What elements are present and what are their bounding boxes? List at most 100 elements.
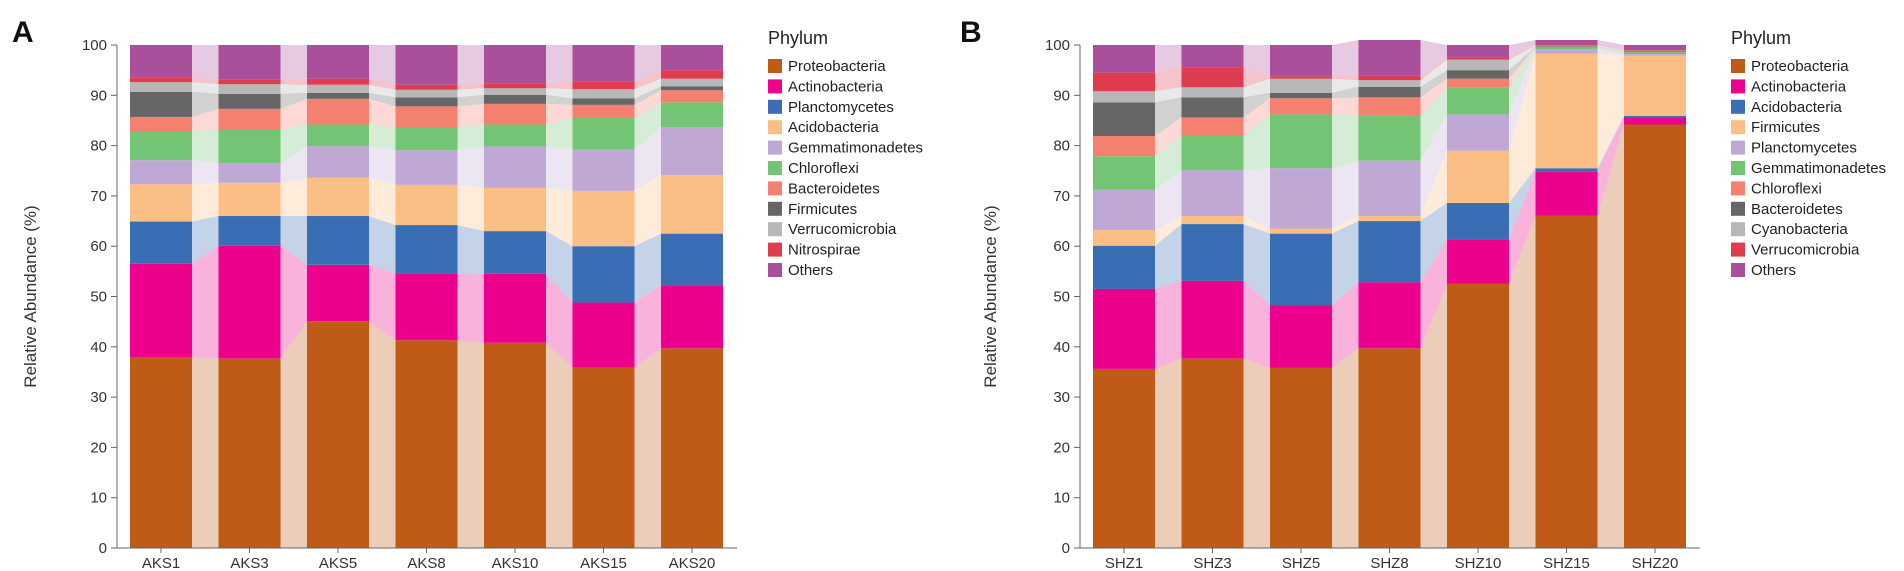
bars (130, 45, 723, 548)
bar-segment (484, 88, 546, 95)
connector-band (634, 45, 661, 82)
connector-band (546, 88, 573, 99)
bar-segment (1270, 45, 1332, 77)
legend-label: Bacteroidetes (788, 180, 880, 197)
connector-band (280, 92, 307, 109)
y-tick-label: 10 (1053, 490, 1070, 507)
legend-swatch (768, 222, 782, 237)
bar-segment (130, 184, 192, 222)
legend-swatch (1731, 181, 1745, 196)
connector-band (280, 98, 307, 131)
bar-segment (395, 184, 458, 226)
connector-band (457, 103, 484, 128)
bar-segment (1270, 78, 1332, 93)
connector-band (1155, 358, 1182, 548)
y-tick-label: 30 (90, 389, 107, 406)
bar-segment (1624, 54, 1686, 56)
connector-band (1597, 117, 1624, 216)
connector-band (369, 124, 396, 151)
bar-segment (395, 273, 458, 341)
bar-segment (307, 78, 369, 85)
bar-segment (307, 124, 369, 147)
legend-swatch (768, 201, 782, 216)
connector-band (457, 88, 484, 98)
bar-segment (307, 216, 369, 265)
bar-segment (1358, 80, 1421, 87)
connector-band (546, 103, 573, 125)
bar-segment (1181, 224, 1244, 281)
bar-segment (1358, 115, 1421, 161)
bar-segment (484, 103, 546, 125)
bar-segment (395, 45, 458, 85)
legend-swatch (1731, 222, 1745, 237)
connector-band (457, 184, 484, 232)
y-tick-label: 20 (1053, 439, 1070, 456)
legend-label: Chloroflexi (788, 160, 859, 177)
y-axis-title: Relative Abundance (%) (21, 205, 40, 387)
bar-segment (395, 225, 458, 274)
bar-segment (572, 246, 635, 303)
bar-segment (1447, 150, 1509, 203)
connector-band (1243, 45, 1270, 77)
connector-band (1155, 97, 1182, 137)
bar-segment (1093, 245, 1155, 289)
x-tick-label: SHZ10 (1455, 555, 1502, 571)
connector-band (1509, 53, 1536, 203)
bar-segment (1093, 156, 1155, 190)
bar-segment (395, 106, 458, 128)
legend-swatch (1731, 242, 1745, 257)
connector-band (1332, 78, 1359, 93)
bar-segment (1624, 50, 1686, 52)
bar-segment (395, 97, 458, 107)
bar-segment (1270, 98, 1332, 115)
bar-segment (1447, 59, 1509, 71)
bar-segment (484, 45, 546, 84)
connector-band (546, 342, 573, 548)
connector-band (369, 84, 396, 98)
bar-segment (1181, 97, 1244, 118)
bar-segment (1358, 348, 1421, 548)
connector-band (280, 321, 307, 548)
bar-segment (1093, 230, 1155, 246)
bar-segment (661, 86, 723, 91)
connector-band (280, 245, 307, 359)
bar-segment (130, 221, 192, 264)
bar-segment (1270, 305, 1332, 368)
connector-band (1420, 202, 1447, 283)
connector-band (1509, 168, 1536, 240)
y-tick-label: 40 (1053, 339, 1070, 356)
bar-segment (130, 82, 192, 92)
bar-segment (218, 182, 281, 217)
bar-segment (1270, 367, 1332, 548)
connector-band (1243, 216, 1270, 234)
bar-segment (661, 102, 723, 127)
legend-swatch (768, 140, 782, 155)
connector-band (369, 92, 396, 107)
legend-swatch (768, 79, 782, 94)
connector-band (1155, 87, 1182, 103)
x-tick-label: AKS1 (142, 555, 180, 571)
connector-band (1597, 45, 1624, 52)
bar-segment (484, 273, 546, 343)
bar-segment (307, 98, 369, 125)
connector-band (1420, 87, 1447, 161)
bar-segment (1447, 57, 1509, 60)
legend-label: Verrucomicrobia (788, 221, 897, 238)
bar-segment (1093, 288, 1155, 369)
bar-segment (1535, 49, 1598, 54)
bar-segment (218, 45, 281, 80)
legend-label: Cyanobacteria (1751, 221, 1848, 238)
legend-label: Proteobacteria (788, 58, 886, 75)
x-tick-label: SHZ20 (1632, 555, 1679, 571)
connector-band (457, 225, 484, 274)
connector-band (546, 187, 573, 247)
connector-band (1332, 282, 1359, 368)
bar-segment (661, 90, 723, 103)
x-tick-label: AKS5 (319, 555, 357, 571)
bar-segment (572, 104, 635, 118)
bar-segment (218, 358, 281, 548)
connector-band (457, 124, 484, 151)
bar-segment (1093, 136, 1155, 157)
bar-segment (307, 177, 369, 217)
connector-band (280, 78, 307, 85)
